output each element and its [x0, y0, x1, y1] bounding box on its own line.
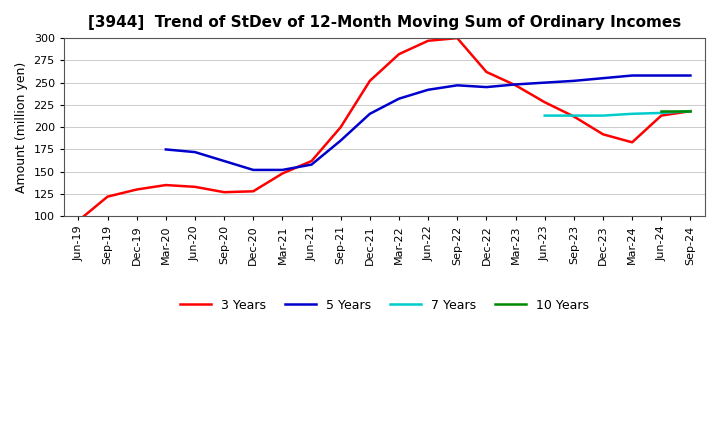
3 Years [278, 171, 287, 176]
7 Years [541, 113, 549, 118]
3 Years [628, 139, 636, 145]
3 Years [161, 183, 170, 188]
5 Years [598, 76, 607, 81]
3 Years [686, 109, 695, 114]
3 Years [366, 78, 374, 84]
Line: 5 Years: 5 Years [166, 76, 690, 170]
3 Years [598, 132, 607, 137]
Line: 7 Years: 7 Years [545, 111, 690, 116]
5 Years [161, 147, 170, 152]
3 Years [336, 125, 345, 130]
3 Years [307, 158, 316, 164]
5 Years [395, 96, 403, 101]
7 Years [628, 111, 636, 117]
3 Years [424, 38, 433, 44]
Title: [3944]  Trend of StDev of 12-Month Moving Sum of Ordinary Incomes: [3944] Trend of StDev of 12-Month Moving… [88, 15, 681, 30]
10 Years [657, 109, 665, 114]
5 Years [541, 80, 549, 85]
3 Years [511, 83, 520, 88]
7 Years [570, 113, 578, 118]
5 Years [628, 73, 636, 78]
3 Years [103, 194, 112, 199]
5 Years [657, 73, 665, 78]
5 Years [570, 78, 578, 84]
3 Years [249, 189, 258, 194]
Y-axis label: Amount (million yen): Amount (million yen) [15, 62, 28, 193]
3 Years [570, 114, 578, 119]
3 Years [541, 99, 549, 105]
5 Years [249, 167, 258, 172]
5 Years [191, 150, 199, 155]
3 Years [395, 51, 403, 57]
5 Years [366, 111, 374, 117]
Line: 3 Years: 3 Years [78, 38, 690, 221]
5 Years [336, 138, 345, 143]
3 Years [220, 190, 228, 195]
5 Years [686, 73, 695, 78]
10 Years [686, 109, 695, 114]
5 Years [307, 162, 316, 167]
5 Years [482, 84, 491, 90]
5 Years [511, 82, 520, 87]
7 Years [686, 109, 695, 114]
3 Years [132, 187, 141, 192]
5 Years [453, 83, 462, 88]
7 Years [598, 113, 607, 118]
3 Years [482, 70, 491, 75]
5 Years [278, 167, 287, 172]
5 Years [220, 158, 228, 164]
3 Years [74, 218, 83, 224]
3 Years [657, 113, 665, 118]
3 Years [191, 184, 199, 190]
5 Years [424, 87, 433, 92]
3 Years [453, 36, 462, 41]
Legend: 3 Years, 5 Years, 7 Years, 10 Years: 3 Years, 5 Years, 7 Years, 10 Years [175, 294, 594, 317]
7 Years [657, 110, 665, 116]
